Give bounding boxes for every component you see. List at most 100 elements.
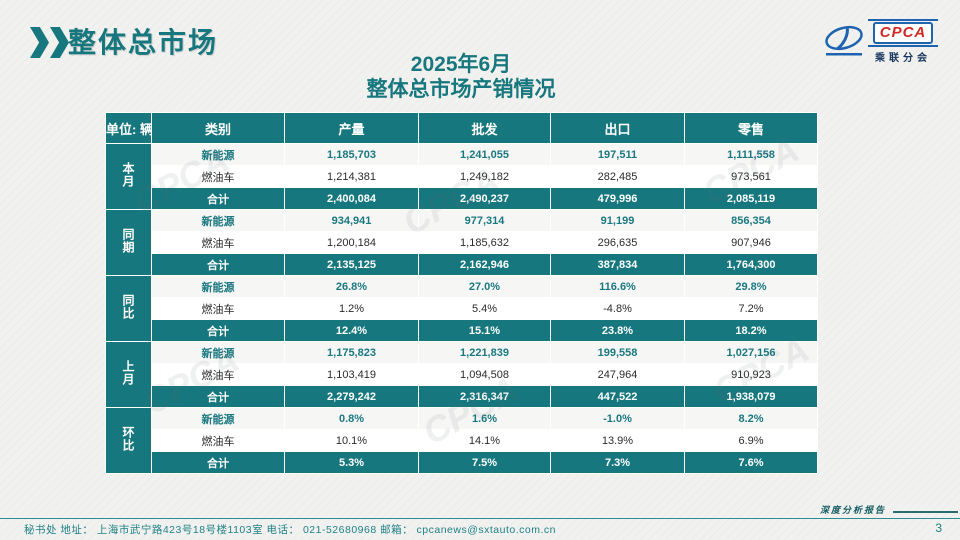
chevron-right-icon	[50, 27, 69, 58]
category-cell: 燃油车	[151, 165, 285, 188]
value-cell: 14.1%	[418, 429, 551, 452]
category-cell: 合计	[151, 253, 285, 276]
page-number-divider	[893, 511, 958, 513]
row-group-label-text: 上月	[121, 360, 135, 386]
subtitle-text: 整体总市场产销情况	[366, 78, 556, 101]
value-cell: 1,200,184	[284, 231, 419, 254]
category-cell: 新能源	[151, 143, 285, 166]
value-cell: 6.9%	[684, 429, 818, 452]
value-cell: 2,085,119	[684, 187, 818, 210]
value-cell: 27.0%	[418, 275, 551, 298]
value-cell: 1,185,703	[284, 143, 419, 166]
row-group-label-text: 同比	[121, 294, 135, 320]
value-cell: 13.9%	[550, 429, 685, 452]
value-cell: 8.2%	[684, 407, 818, 430]
cpca-chinese-name: 乘联分会	[875, 53, 931, 64]
value-cell: -1.0%	[550, 407, 685, 430]
value-cell: 247,964	[550, 363, 685, 386]
value-cell: 1,241,055	[418, 143, 551, 166]
value-cell: 1.6%	[418, 407, 551, 430]
value-cell: 5.3%	[284, 451, 419, 474]
table-row: 同期 新能源 934,941 977,314 91,199 856,354	[105, 209, 818, 276]
column-header: 产量	[284, 112, 419, 144]
value-cell: 10.1%	[284, 429, 419, 452]
category-cell: 合计	[151, 451, 285, 474]
value-cell: 1,938,079	[684, 385, 818, 408]
value-cell: 1,221,839	[418, 341, 551, 364]
value-cell: 907,946	[684, 231, 818, 254]
table-row: 上月 新能源 1,175,823 1,221,839 199,558 1,027,156	[105, 341, 818, 408]
value-cell: 91,199	[550, 209, 685, 232]
value-cell: 12.4%	[284, 319, 419, 342]
value-cell: 2,162,946	[418, 253, 551, 276]
logo-stripe	[868, 19, 938, 21]
value-cell: 18.2%	[684, 319, 818, 342]
table-row: 合计 2,135,125 2,162,946 387,834 1,764,300	[106, 253, 818, 276]
chevron-right-icon	[30, 27, 49, 58]
table-row: 燃油车 1,214,381 1,249,182 282,485 973,561	[106, 165, 818, 188]
table-row: 燃油车 1,103,419 1,094,508 247,964 910,923	[106, 363, 818, 386]
value-cell: 1,214,381	[284, 165, 419, 188]
table-row: 燃油车 1.2% 5.4% -4.8% 7.2%	[106, 297, 818, 320]
value-cell: 296,635	[550, 231, 685, 254]
value-cell: 856,354	[684, 209, 818, 232]
value-cell: 934,941	[284, 209, 419, 232]
value-cell: 1,111,558	[684, 143, 818, 166]
footer-contact-info: 秘书处 地址： 上海市武宁路423号18号楼1103室 电话： 021-5268…	[24, 524, 556, 536]
category-cell: 燃油车	[151, 429, 285, 452]
row-group-label-text: 环比	[121, 426, 135, 452]
category-cell: 燃油车	[151, 363, 285, 386]
category-cell: 新能源	[151, 407, 285, 430]
value-cell: 7.5%	[418, 451, 551, 474]
table-header-row: 单位: 辆类别 产量 批发 出口 零售	[105, 112, 818, 144]
category-cell: 新能源	[151, 341, 285, 364]
value-cell: 1,103,419	[284, 363, 419, 386]
logo-stripe	[868, 45, 938, 47]
category-cell: 新能源	[151, 209, 285, 232]
value-cell: 15.1%	[418, 319, 551, 342]
value-cell: 977,314	[418, 209, 551, 232]
value-cell: 282,485	[550, 165, 685, 188]
value-cell: 2,279,242	[284, 385, 419, 408]
value-cell: 1,249,182	[418, 165, 551, 188]
value-cell: 197,511	[550, 143, 685, 166]
value-cell: 2,135,125	[284, 253, 419, 276]
row-group-label-text: 同期	[121, 228, 135, 254]
row-group-label: 上月	[105, 341, 152, 408]
value-cell: 7.2%	[684, 297, 818, 320]
row-group-label: 同比	[105, 275, 152, 342]
table-row: 本月 新能源 1,185,703 1,241,055 197,511 1,111,558	[105, 143, 818, 210]
cpca-swoosh-icon	[825, 25, 863, 56]
report-type-label: 深度分析报告	[820, 505, 887, 515]
value-cell: 1,094,508	[418, 363, 551, 386]
cpca-logo: CPCA 乘联分会	[822, 18, 938, 64]
value-cell: 2,490,237	[418, 187, 551, 210]
double-chevron-icon	[30, 27, 69, 58]
page-number: 3	[935, 521, 942, 535]
value-cell: 447,522	[550, 385, 685, 408]
row-group-label-text: 本月	[121, 162, 135, 188]
table-row: 合计 2,400,084 2,490,237 479,996 2,085,119	[106, 187, 818, 210]
value-cell: 1,764,300	[684, 253, 818, 276]
table-row: 合计 12.4% 15.1% 23.8% 18.2%	[106, 319, 818, 342]
column-header: 零售	[684, 112, 818, 144]
row-group-label: 环比	[105, 407, 152, 474]
page-title: 整体总市场	[68, 27, 219, 58]
table-row: 燃油车 1,200,184 1,185,632 296,635 907,946	[106, 231, 818, 254]
table-row: 同比 新能源 26.8% 27.0% 116.6% 29.8%	[105, 275, 818, 342]
value-cell: 1.2%	[284, 297, 419, 320]
value-cell: 116.6%	[550, 275, 685, 298]
value-cell: 1,027,156	[684, 341, 818, 364]
category-cell: 新能源	[151, 275, 285, 298]
value-cell: 26.8%	[284, 275, 419, 298]
table-row: 环比 新能源 0.8% 1.6% -1.0% 8.2%	[105, 407, 818, 474]
subtitle-date: 2025年6月	[410, 53, 512, 76]
column-header: 批发	[418, 112, 551, 144]
column-header: 类别	[151, 112, 285, 144]
value-cell: 5.4%	[418, 297, 551, 320]
market-table: 单位: 辆类别 产量 批发 出口 零售 本月 新能源 1,185,703 1,241,055 1…	[105, 112, 818, 474]
value-cell: 23.8%	[550, 319, 685, 342]
unit-label: 单位: 辆	[105, 112, 152, 144]
value-cell: 7.6%	[684, 451, 818, 474]
value-cell: 479,996	[550, 187, 685, 210]
